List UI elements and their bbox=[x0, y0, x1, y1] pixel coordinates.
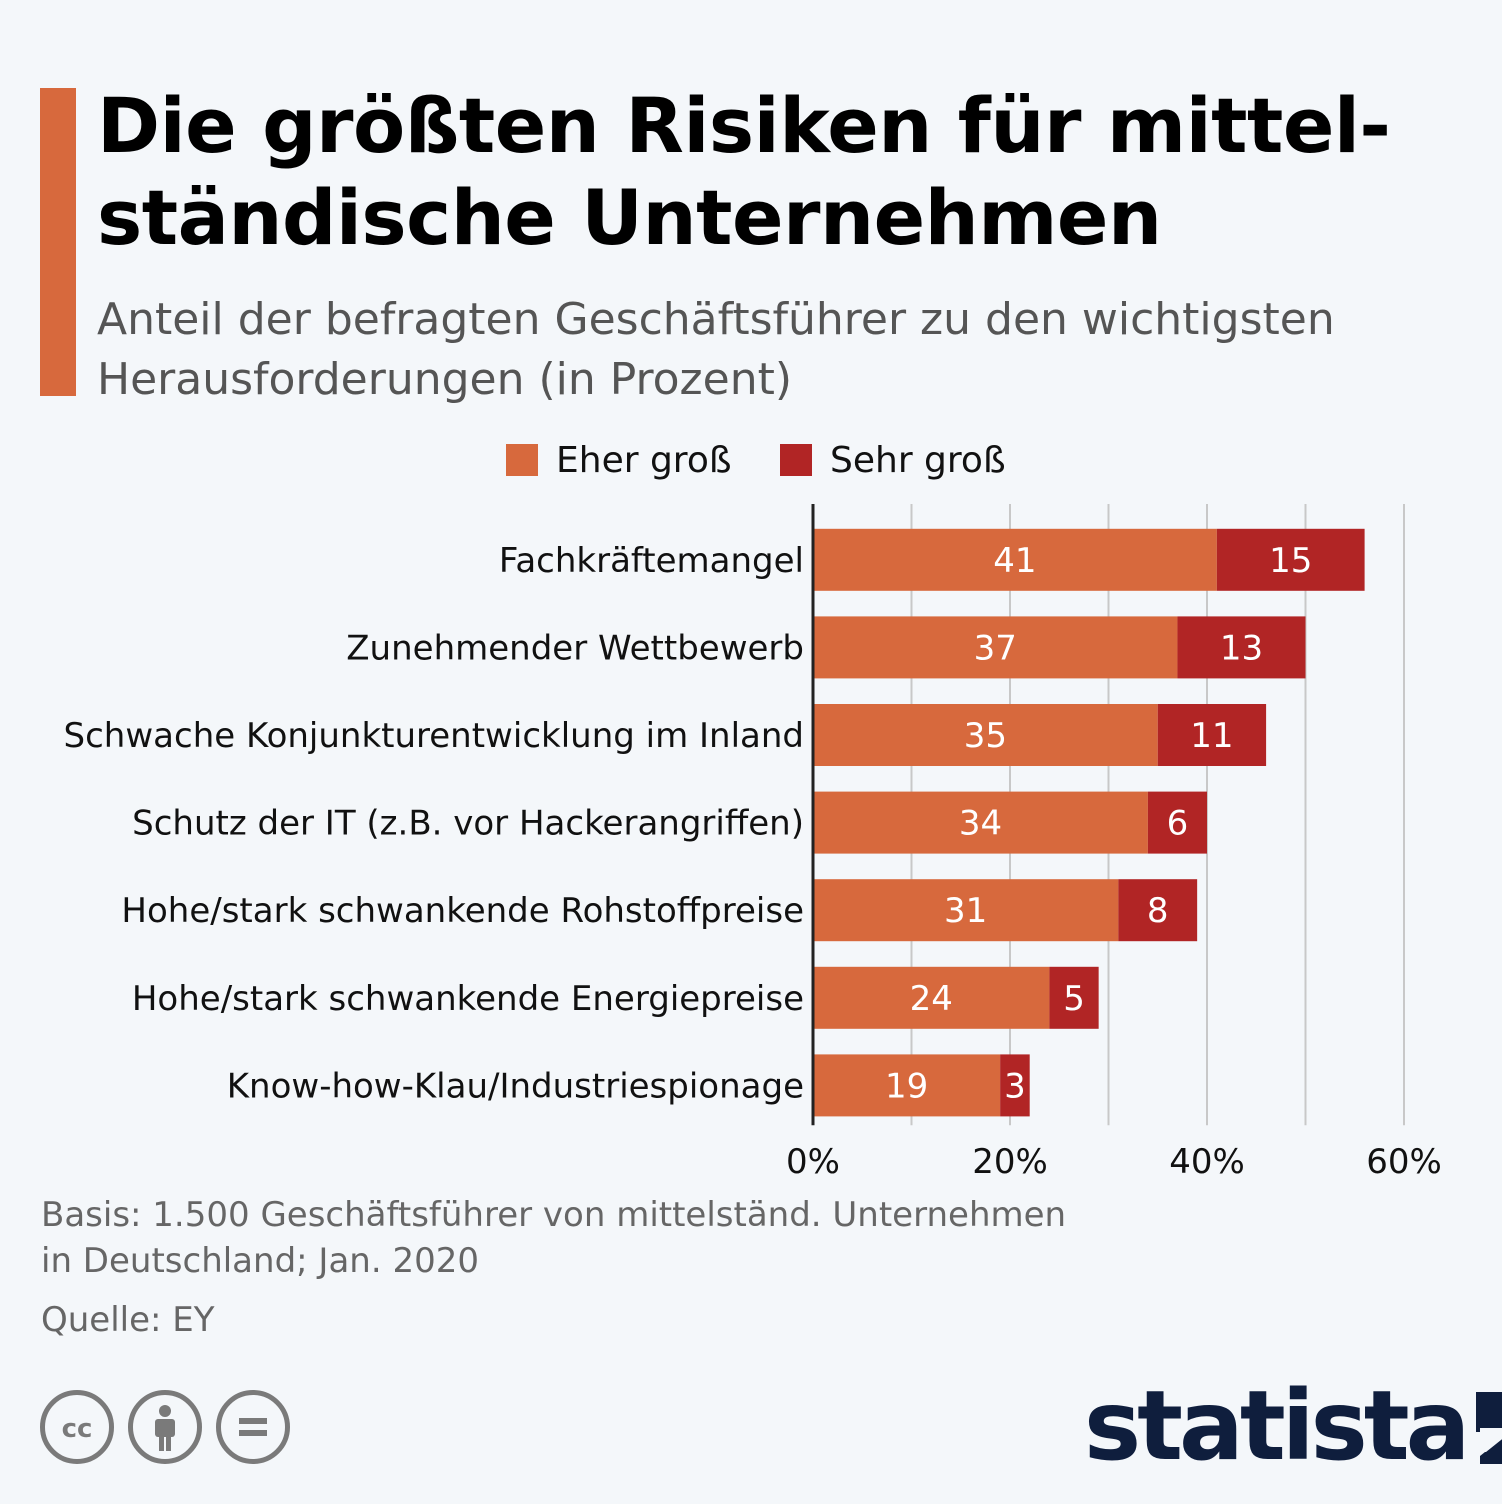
category-label-hohe-stark-schwankende-rohstoffpreise: Hohe/stark schwankende Rohstoffpreise bbox=[121, 891, 804, 931]
legend-swatch-sehr-gross bbox=[780, 444, 812, 476]
value-label-eher-gross-know-how-klau-industriespionage: 19 bbox=[885, 1066, 928, 1106]
legend-swatch-eher-gross bbox=[506, 444, 538, 476]
category-label-know-how-klau-industriespionage: Know-how-Klau/Industriespionage bbox=[227, 1066, 804, 1106]
value-label-sehr-gross-schwache-konjunkturentwicklung-im-inland: 11 bbox=[1190, 716, 1233, 756]
bar-eher-gross-know-how-klau-industriespionage bbox=[813, 1054, 1001, 1117]
statista-logo[interactable]: statista bbox=[1084, 1376, 1502, 1476]
value-label-sehr-gross-fachkr-ftemangel: 15 bbox=[1269, 541, 1312, 581]
statista-logo-icon bbox=[1476, 1392, 1502, 1464]
bar-sehr-gross-hohe-stark-schwankende-energiepreise bbox=[1049, 966, 1099, 1029]
svg-text:cc: cc bbox=[62, 1414, 93, 1444]
x-tick-label-20: 20% bbox=[972, 1142, 1048, 1176]
bar-sehr-gross-hohe-stark-schwankende-rohstoffpreise bbox=[1118, 879, 1198, 942]
x-tick-label-40: 40% bbox=[1169, 1142, 1245, 1176]
cc-icon[interactable]: cc bbox=[40, 1390, 114, 1464]
bar-eher-gross-zunehmender-wettbewerb bbox=[813, 616, 1178, 679]
bar-sehr-gross-know-how-klau-industriespionage bbox=[1000, 1054, 1030, 1117]
legend-item-eher-gross: Eher groß bbox=[506, 439, 732, 481]
legend-label-eher-gross: Eher groß bbox=[556, 439, 732, 481]
bar-sehr-gross-zunehmender-wettbewerb bbox=[1177, 616, 1306, 679]
value-label-eher-gross-zunehmender-wettbewerb: 37 bbox=[974, 628, 1017, 668]
basis-line-1: Basis: 1.500 Geschäftsführer von mittels… bbox=[41, 1195, 1067, 1235]
value-label-sehr-gross-hohe-stark-schwankende-rohstoffpreise: 8 bbox=[1147, 891, 1169, 931]
value-label-eher-gross-schwache-konjunkturentwicklung-im-inland: 35 bbox=[964, 716, 1007, 756]
value-label-sehr-gross-hohe-stark-schwankende-energiepreise: 5 bbox=[1063, 979, 1085, 1019]
bar-eher-gross-hohe-stark-schwankende-energiepreise bbox=[813, 966, 1050, 1029]
category-label-fachkr-ftemangel: Fachkräftemangel bbox=[499, 541, 804, 581]
footer-basis: Basis: 1.500 Geschäftsführer von mittels… bbox=[41, 1192, 1241, 1284]
bar-sehr-gross-schutz-der-it-z-b-vor-hackerangriffen bbox=[1147, 791, 1207, 854]
x-tick-label-60: 60% bbox=[1366, 1142, 1442, 1176]
basis-line-2: in Deutschland; Jan. 2020 bbox=[41, 1241, 479, 1281]
bar-eher-gross-schutz-der-it-z-b-vor-hackerangriffen bbox=[813, 791, 1148, 854]
bar-sehr-gross-schwache-konjunkturentwicklung-im-inland bbox=[1157, 704, 1267, 766]
value-label-eher-gross-fachkr-ftemangel: 41 bbox=[993, 541, 1036, 581]
category-label-hohe-stark-schwankende-energiepreise: Hohe/stark schwankende Energiepreise bbox=[132, 979, 804, 1019]
bar-chart: Fachkräftemangel 41 15 Zunehmender Wettbewe… bbox=[64, 504, 1442, 1176]
value-label-eher-gross-hohe-stark-schwankende-rohstoffpreise: 31 bbox=[944, 891, 987, 931]
subtitle-line-2: Herausforderungen (in Prozent) bbox=[97, 354, 793, 405]
bar-eher-gross-schwache-konjunkturentwicklung-im-inland bbox=[813, 704, 1158, 766]
bar-eher-gross-fachkr-ftemangel bbox=[813, 528, 1217, 591]
value-label-sehr-gross-know-how-klau-industriespionage: 3 bbox=[1004, 1066, 1026, 1106]
logo-wordmark: statista bbox=[1084, 1370, 1470, 1482]
value-label-sehr-gross-schutz-der-it-z-b-vor-hackerangriffen: 6 bbox=[1167, 804, 1189, 844]
subtitle-line-1: Anteil der befragten Geschäftsführer zu … bbox=[97, 294, 1335, 345]
x-tick-label-0: 0% bbox=[786, 1142, 840, 1176]
attribution-icon[interactable] bbox=[128, 1390, 202, 1464]
legend-label-sehr-gross: Sehr groß bbox=[830, 439, 1006, 481]
legend-item-sehr-gross: Sehr groß bbox=[780, 439, 1006, 481]
source-note: Quelle: EY bbox=[41, 1300, 215, 1340]
value-label-eher-gross-hohe-stark-schwankende-energiepreise: 24 bbox=[910, 979, 953, 1019]
category-label-schwache-konjunkturentwicklung-im-inland: Schwache Konjunkturentwicklung im Inland bbox=[64, 716, 804, 756]
no-derivatives-icon[interactable] bbox=[216, 1390, 290, 1464]
legend: Eher groß Sehr groß bbox=[0, 439, 1502, 481]
title-line-1: Die größten Risiken für mittel- bbox=[97, 81, 1391, 170]
accent-bar bbox=[40, 88, 76, 396]
bar-eher-gross-hohe-stark-schwankende-rohstoffpreise bbox=[813, 879, 1119, 942]
value-label-eher-gross-schutz-der-it-z-b-vor-hackerangriffen: 34 bbox=[959, 804, 1002, 844]
chart-title: Die größten Risiken für mittel- ständisc… bbox=[97, 80, 1477, 264]
title-line-2: ständische Unternehmen bbox=[97, 173, 1162, 262]
category-label-zunehmender-wettbewerb: Zunehmender Wettbewerb bbox=[346, 628, 804, 668]
value-label-sehr-gross-zunehmender-wettbewerb: 13 bbox=[1220, 628, 1263, 668]
category-label-schutz-der-it-z-b-vor-hackerangriffen: Schutz der IT (z.B. vor Hackerangriffen) bbox=[132, 804, 804, 844]
bar-sehr-gross-fachkr-ftemangel bbox=[1216, 528, 1365, 591]
chart-subtitle: Anteil der befragten Geschäftsführer zu … bbox=[97, 290, 1477, 410]
license-icons: cc bbox=[40, 1390, 304, 1464]
